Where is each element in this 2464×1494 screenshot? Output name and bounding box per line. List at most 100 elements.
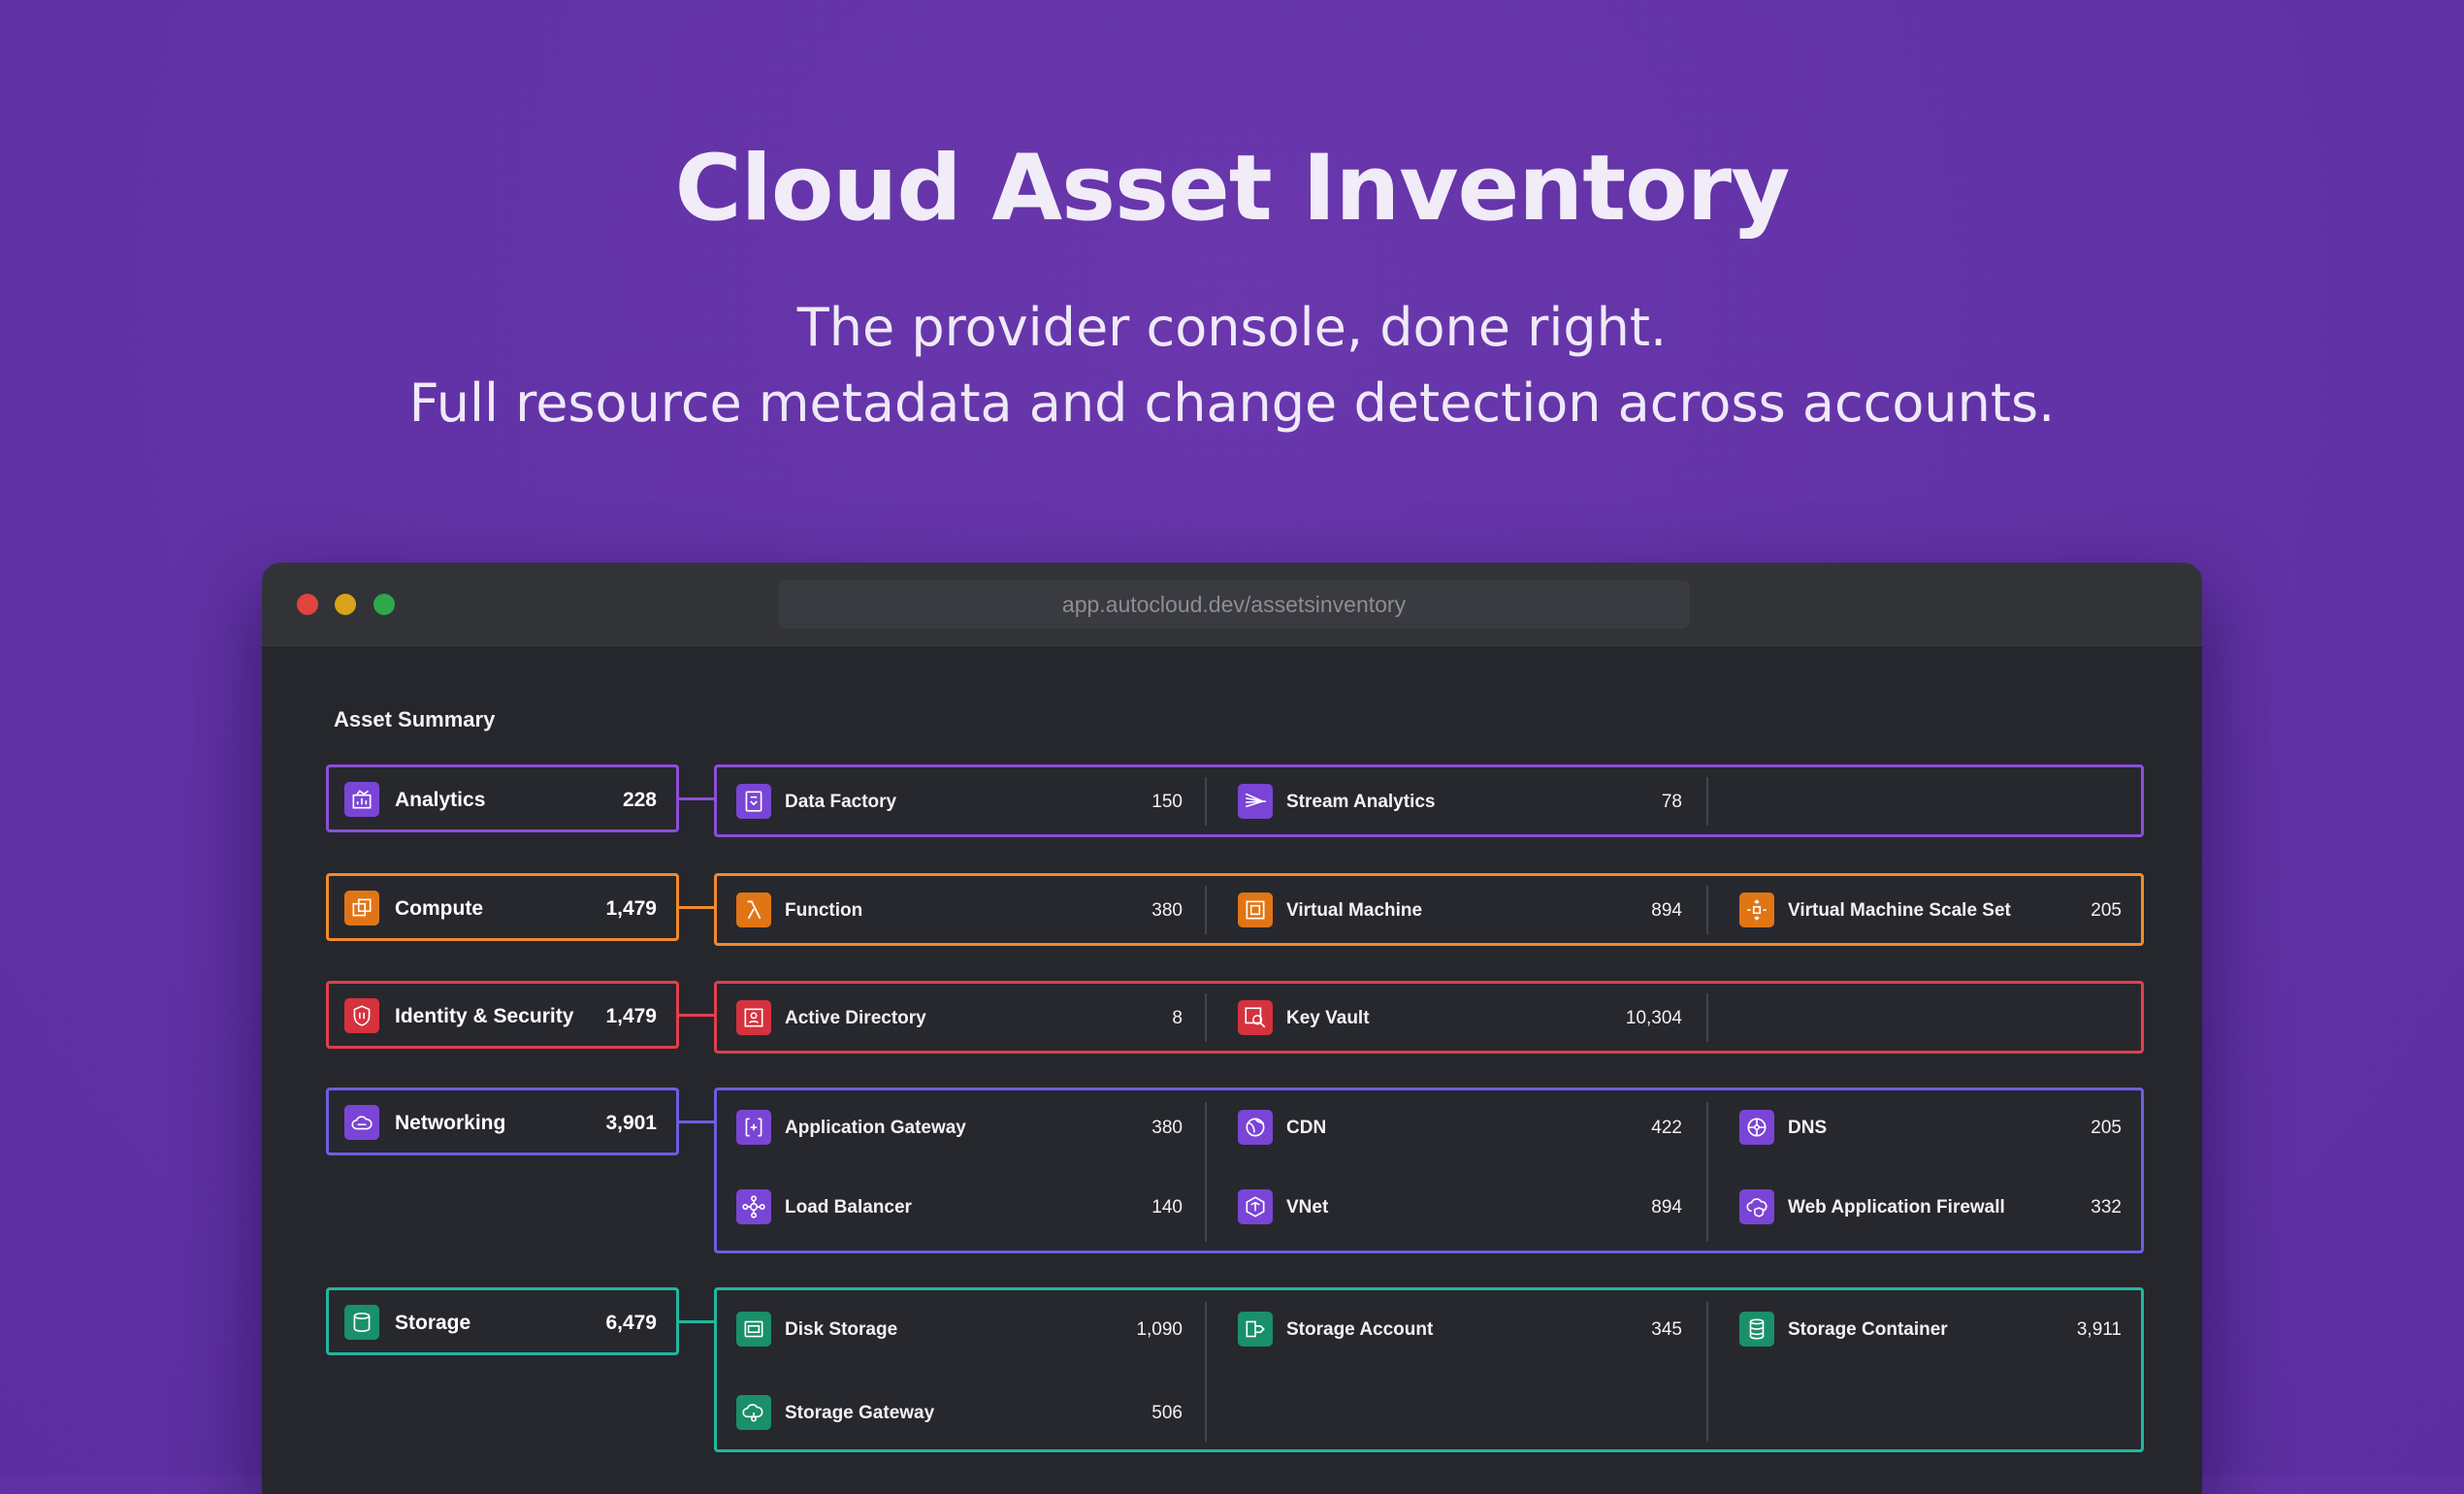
service-disk-storage[interactable]: Disk Storage 1,090 [736, 1310, 1183, 1348]
service-virtual-machine[interactable]: Virtual Machine 894 [1238, 891, 1682, 929]
service-function[interactable]: Function 380 [736, 891, 1183, 929]
service-count: 3,911 [2076, 1319, 2122, 1340]
vm-scale-set-icon [1739, 893, 1774, 927]
service-count: 205 [2091, 900, 2122, 921]
services-compute: Function 380 Virtual Machine 894 Virtual… [714, 873, 2144, 946]
service-count: 78 [1661, 792, 1682, 812]
service-stream-analytics[interactable]: Stream Analytics 78 [1238, 782, 1682, 821]
key-vault-icon [1238, 1000, 1273, 1035]
category-count: 6,479 [605, 1312, 657, 1334]
service-name: Function [785, 900, 863, 921]
column-divider [1706, 1302, 1708, 1442]
category-analytics[interactable]: Analytics 228 [326, 764, 679, 832]
load-balancer-icon [736, 1189, 771, 1224]
services-analytics: Data Factory 150 Stream Analytics 78 [714, 764, 2144, 837]
column-divider [1706, 777, 1708, 826]
service-name: Virtual Machine Scale Set [1788, 900, 2011, 921]
service-count: 380 [1151, 1118, 1183, 1138]
connector-line [679, 1014, 714, 1017]
asset-summary-panel: Asset Summary Analytics 228 Data Factory… [262, 646, 2202, 1494]
service-storage-container[interactable]: Storage Container 3,911 [1739, 1310, 2122, 1348]
service-name: VNet [1286, 1197, 1329, 1218]
service-count: 506 [1151, 1403, 1183, 1423]
data-factory-icon [736, 784, 771, 819]
category-count: 228 [622, 789, 657, 811]
category-name: Identity & Security [395, 1005, 574, 1027]
column-divider [1706, 886, 1708, 934]
service-cdn[interactable]: CDN 422 [1238, 1108, 1682, 1147]
storage-icon [344, 1305, 379, 1340]
category-count: 1,479 [605, 1005, 657, 1027]
browser-titlebar: app.autocloud.dev/assetsinventory [262, 563, 2202, 646]
service-key-vault[interactable]: Key Vault 10,304 [1238, 998, 1682, 1037]
connector-line [679, 1120, 714, 1123]
service-count: 894 [1651, 900, 1682, 921]
services-networking: Application Gateway 380 CDN 422 DNS 205 [714, 1088, 2144, 1253]
maximize-window-button[interactable] [373, 594, 395, 615]
service-count: 894 [1651, 1197, 1682, 1218]
service-name: CDN [1286, 1118, 1327, 1138]
hero-title: Cloud Asset Inventory [674, 136, 1791, 242]
web-application-firewall-icon [1739, 1189, 1774, 1224]
service-name: Disk Storage [785, 1319, 898, 1340]
application-gateway-icon [736, 1110, 771, 1145]
service-name: Active Directory [785, 1008, 926, 1028]
storage-gateway-icon [736, 1395, 771, 1430]
virtual-machine-icon [1238, 893, 1273, 927]
service-web-application-firewall[interactable]: Web Application Firewall 332 [1739, 1187, 2122, 1226]
hero-subtitle-line-1: The provider console, done right. [796, 297, 1668, 358]
category-name: Analytics [395, 789, 486, 811]
service-data-factory[interactable]: Data Factory 150 [736, 782, 1183, 821]
column-divider [1706, 993, 1708, 1042]
category-name: Networking [395, 1112, 506, 1134]
column-divider [1205, 1102, 1207, 1242]
service-count: 1,090 [1136, 1319, 1183, 1340]
vnet-icon [1238, 1189, 1273, 1224]
stream-analytics-icon [1238, 784, 1273, 819]
service-name: Application Gateway [785, 1118, 966, 1138]
services-identity-security: Active Directory 8 Key Vault 10,304 [714, 981, 2144, 1054]
service-name: Key Vault [1286, 1008, 1370, 1028]
analytics-icon [344, 782, 379, 817]
service-count: 150 [1151, 792, 1183, 812]
category-count: 3,901 [605, 1112, 657, 1134]
category-storage[interactable]: Storage 6,479 [326, 1287, 679, 1355]
shield-icon [344, 998, 379, 1033]
category-count: 1,479 [605, 897, 657, 920]
close-window-button[interactable] [297, 594, 318, 615]
service-name: Virtual Machine [1286, 900, 1423, 921]
service-storage-account[interactable]: Storage Account 345 [1238, 1310, 1682, 1348]
service-name: Data Factory [785, 792, 897, 812]
category-networking[interactable]: Networking 3,901 [326, 1088, 679, 1155]
service-count: 345 [1651, 1319, 1682, 1340]
function-icon [736, 893, 771, 927]
service-name: Stream Analytics [1286, 792, 1436, 812]
category-name: Compute [395, 897, 483, 920]
active-directory-icon [736, 1000, 771, 1035]
dns-icon [1739, 1110, 1774, 1145]
service-count: 205 [2091, 1118, 2122, 1138]
service-load-balancer[interactable]: Load Balancer 140 [736, 1187, 1183, 1226]
service-count: 422 [1651, 1118, 1682, 1138]
minimize-window-button[interactable] [335, 594, 356, 615]
address-bar[interactable]: app.autocloud.dev/assetsinventory [778, 580, 1690, 629]
category-identity-security[interactable]: Identity & Security 1,479 [326, 981, 679, 1049]
category-compute[interactable]: Compute 1,479 [326, 873, 679, 941]
connector-line [679, 906, 714, 909]
column-divider [1706, 1102, 1708, 1242]
cdn-icon [1238, 1110, 1273, 1145]
service-application-gateway[interactable]: Application Gateway 380 [736, 1108, 1183, 1147]
service-count: 332 [2091, 1197, 2122, 1218]
service-active-directory[interactable]: Active Directory 8 [736, 998, 1183, 1037]
service-dns[interactable]: DNS 205 [1739, 1108, 2122, 1147]
service-name: DNS [1788, 1118, 1828, 1138]
service-name: Web Application Firewall [1788, 1197, 2005, 1218]
service-name: Storage Account [1286, 1319, 1434, 1340]
service-vm-scale-set[interactable]: Virtual Machine Scale Set 205 [1739, 891, 2122, 929]
service-storage-gateway[interactable]: Storage Gateway 506 [736, 1393, 1183, 1432]
service-name: Storage Container [1788, 1319, 1948, 1340]
disk-storage-icon [736, 1312, 771, 1347]
column-divider [1205, 886, 1207, 934]
service-count: 8 [1172, 1008, 1183, 1028]
service-vnet[interactable]: VNet 894 [1238, 1187, 1682, 1226]
